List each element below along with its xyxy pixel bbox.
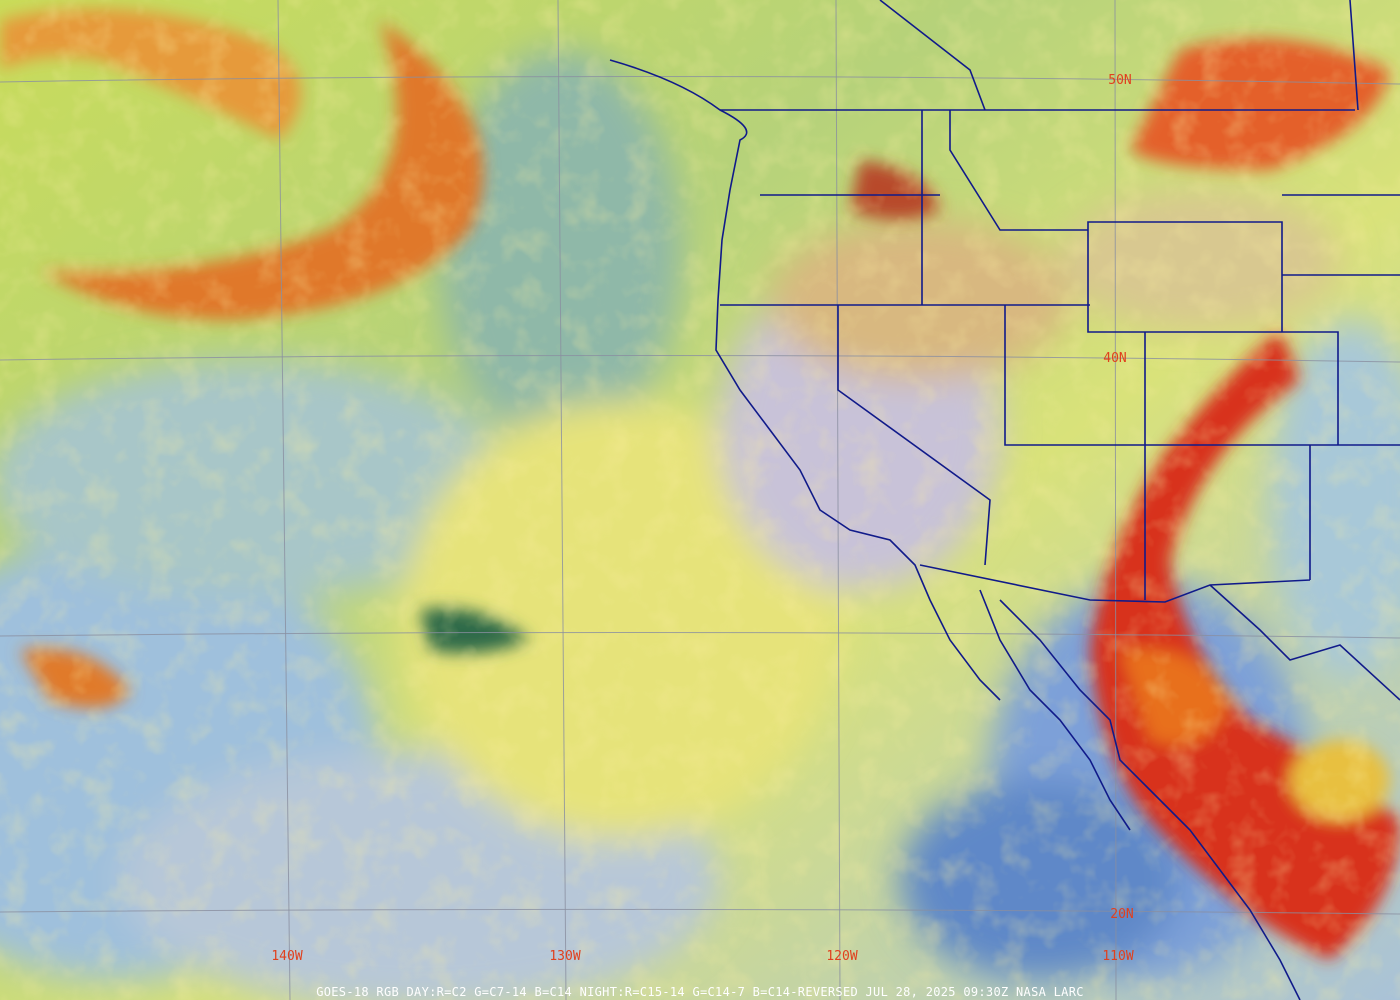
caption: GOES-18 RGB DAY:R=C2 G=C7-14 B=C14 NIGHT… (316, 985, 1084, 999)
latitude-label: 20N (1110, 907, 1133, 922)
labels: 50N 40N 20N 140W 130W 120W 110W (271, 73, 1133, 964)
longitude-label: 110W (1102, 949, 1133, 964)
longitude-label: 140W (271, 949, 302, 964)
longitude-label: 120W (826, 949, 857, 964)
latitude-label: 50N (1108, 73, 1131, 88)
latitude-label: 40N (1103, 351, 1126, 366)
borders (609, 0, 1400, 1000)
longitude-label: 130W (549, 949, 580, 964)
